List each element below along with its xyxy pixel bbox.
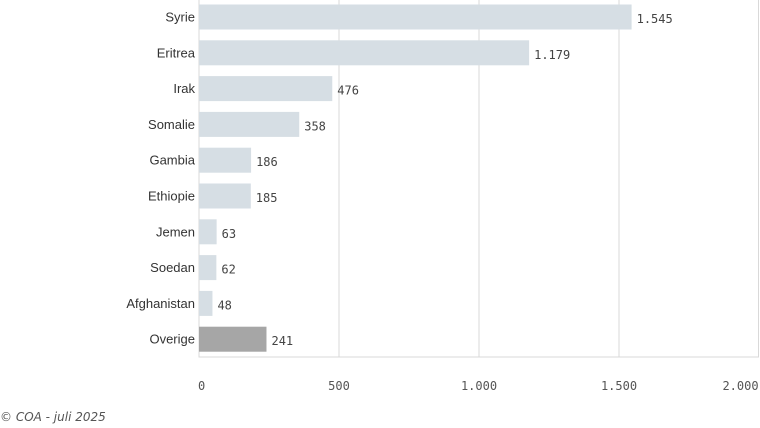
value-label: 1.179 [534, 48, 570, 62]
bar-afghanistan [199, 290, 213, 316]
value-label: 358 [304, 119, 326, 133]
category-label: Overige [149, 332, 195, 347]
bar-overige [199, 326, 267, 352]
bars [199, 4, 632, 352]
x-tick-label: 1.000 [461, 379, 497, 393]
value-label: 185 [256, 191, 278, 205]
bar-chart: Syrie Eritrea Irak Somalie Gambia Ethiopie Jem… [126, 0, 759, 393]
category-label: Somalie [148, 117, 195, 132]
x-tick-label: 500 [328, 379, 350, 393]
bar-ethiopie [199, 183, 251, 209]
value-label: 48 [217, 298, 231, 312]
x-tick-label: 2.000 [722, 379, 758, 393]
value-label: 241 [271, 334, 293, 348]
category-label: Eritrea [157, 45, 196, 60]
bar-gambia [199, 147, 252, 173]
x-axis-tick-labels: 0 500 1.000 1.500 2.000 [198, 379, 759, 393]
value-label: 62 [221, 263, 235, 277]
category-label: Jemen [156, 224, 195, 239]
category-label: Gambia [149, 153, 195, 168]
value-label: 63 [222, 227, 236, 241]
value-label: 476 [337, 84, 359, 98]
bar-somalie [199, 111, 300, 137]
bar-syrie [199, 4, 632, 30]
category-label: Syrie [165, 10, 195, 25]
value-labels: 1.545 1.179 476 358 186 185 63 62 48 241 [217, 12, 672, 348]
category-labels: Syrie Eritrea Irak Somalie Gambia Ethiopie Jem… [126, 10, 195, 347]
bar-soedan [199, 255, 217, 281]
bar-jemen [199, 219, 217, 245]
category-label: Afghanistan [126, 296, 195, 311]
category-label: Ethiopie [148, 189, 195, 204]
category-label: Soedan [150, 260, 195, 275]
value-label: 1.545 [637, 12, 673, 26]
x-tick-label: 1.500 [601, 379, 637, 393]
bar-eritrea [199, 40, 530, 66]
category-label: Irak [173, 81, 195, 96]
bar-irak [199, 76, 333, 102]
value-label: 186 [256, 155, 278, 169]
copyright-credit: © COA - juli 2025 [0, 410, 106, 424]
x-tick-label: 0 [198, 379, 205, 393]
